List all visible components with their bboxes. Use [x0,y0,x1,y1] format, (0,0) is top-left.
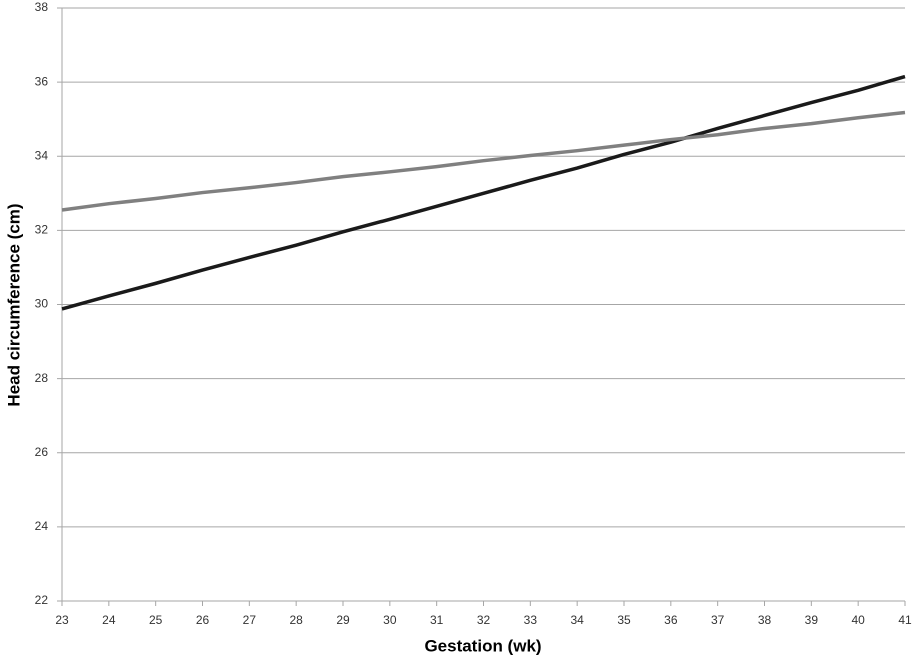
x-tick-label: 39 [805,613,819,627]
y-tick-label: 28 [35,371,49,385]
x-tick-label: 40 [851,613,865,627]
x-tick-label: 38 [758,613,772,627]
x-tick-label: 23 [55,613,69,627]
x-tick-label: 35 [617,613,631,627]
y-tick-label: 30 [35,297,49,311]
x-tick-label: 29 [336,613,350,627]
x-tick-label: 27 [243,613,257,627]
x-tick-label: 30 [383,613,397,627]
y-tick-label: 34 [35,148,49,162]
x-tick-label: 37 [711,613,725,627]
x-tick-label: 41 [898,613,912,627]
x-tick-label: 26 [196,613,210,627]
y-tick-label: 26 [35,445,49,459]
series-line [61,74,906,311]
x-tick-label: 36 [664,613,678,627]
x-tick-label: 31 [430,613,444,627]
x-tick-label: 24 [102,613,116,627]
x-axis-title: Gestation (wk) [424,636,541,655]
x-tick-label: 28 [289,613,303,627]
y-axis-title: Head circumference (cm) [4,203,23,406]
x-tick-label: 34 [570,613,584,627]
x-tick-label: 32 [477,613,491,627]
y-tick-label: 32 [35,223,49,237]
x-tick-label: 25 [149,613,163,627]
y-tick-label: 24 [35,519,49,533]
y-tick-label: 38 [35,0,49,14]
y-tick-label: 36 [35,74,49,88]
y-tick-label: 22 [35,593,49,607]
series-line [61,110,906,212]
x-tick-label: 33 [524,613,538,627]
